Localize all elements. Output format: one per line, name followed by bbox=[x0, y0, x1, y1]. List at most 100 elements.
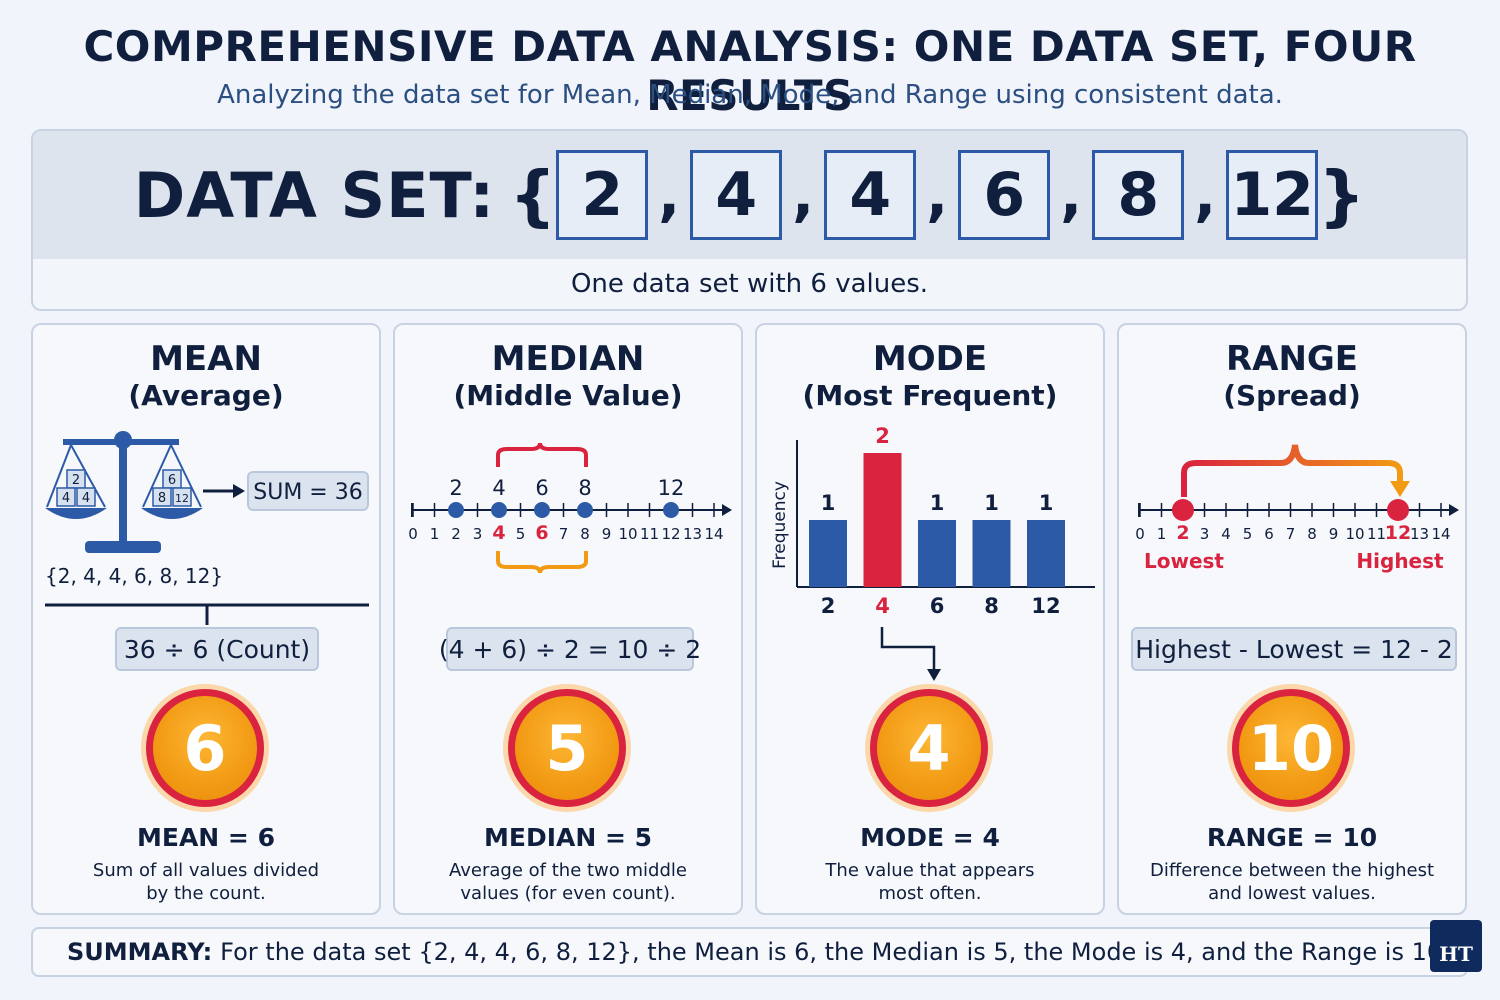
tick-label: 13 bbox=[1410, 525, 1429, 543]
tick-label: 5 bbox=[516, 525, 526, 543]
arrow-down-icon bbox=[927, 669, 941, 681]
brace-top-icon bbox=[496, 442, 588, 467]
scale-base bbox=[85, 541, 161, 553]
data-point bbox=[663, 502, 679, 518]
page-title: COMPREHENSIVE DATA ANALYSIS: ONE DATA SE… bbox=[83, 22, 1417, 120]
weight-label: 2 bbox=[72, 473, 80, 488]
data-point bbox=[448, 502, 464, 518]
point-label: 6 bbox=[535, 476, 548, 500]
arrow-right-icon bbox=[722, 504, 732, 516]
data-point bbox=[577, 502, 593, 518]
bar-value-label: 1 bbox=[930, 491, 945, 515]
scale-string bbox=[70, 444, 106, 508]
dataset-label: DATA SET: bbox=[133, 158, 496, 232]
mode-description: The value that appears most often. bbox=[757, 859, 1103, 905]
range-subtitle: (Spread) bbox=[1223, 379, 1361, 412]
mean-title: MEAN bbox=[150, 339, 262, 379]
median-description: Average of the two middle values (for ev… bbox=[395, 859, 741, 905]
mode-title: MODE bbox=[872, 339, 988, 379]
dataset-value: 2 bbox=[556, 150, 649, 240]
dataset-value: 4 bbox=[824, 150, 917, 240]
median-title: MEDIAN bbox=[491, 339, 645, 379]
point-label: 2 bbox=[449, 476, 462, 500]
dataset-panel: DATA SET: { 2 , 4 , 4 , 6 , 8 , 12 } One… bbox=[31, 129, 1468, 311]
tick-label: 9 bbox=[602, 525, 612, 543]
category-label: 4 bbox=[875, 594, 890, 618]
mean-formula: 36 ÷ 6 (Count) bbox=[115, 627, 319, 671]
weight-label: 4 bbox=[82, 491, 90, 506]
scale-string bbox=[46, 444, 72, 508]
weight-label: 4 bbox=[62, 491, 70, 506]
dataset-value: 12 bbox=[1226, 150, 1319, 240]
tick-label: 11 bbox=[640, 525, 659, 543]
comma: , bbox=[1060, 161, 1083, 229]
median-number-line: 0 1 2 3 4 5 6 7 8 9 10 11 12 13 142 4 6 8 12 bbox=[408, 442, 732, 574]
scale-pan-right bbox=[141, 508, 203, 519]
range-description: Difference between the highest and lowes… bbox=[1119, 859, 1465, 905]
comma: , bbox=[1194, 161, 1217, 229]
sum-box bbox=[247, 471, 369, 511]
scale-string bbox=[142, 444, 172, 508]
mean-result-label: MEAN = 6 bbox=[137, 823, 275, 852]
weight-icon bbox=[66, 469, 86, 489]
dataset-value: 6 bbox=[958, 150, 1051, 240]
summary-text: For the data set {2, 4, 4, 6, 8, 12}, th… bbox=[220, 938, 1450, 966]
category-label: 12 bbox=[1031, 594, 1060, 618]
arrow-down-icon bbox=[1390, 481, 1410, 497]
mode-subtitle: (Most Frequent) bbox=[802, 379, 1058, 412]
mean-result-circle: 6 bbox=[146, 689, 264, 807]
weight-label: 8 bbox=[158, 491, 166, 506]
weight-icon bbox=[152, 487, 172, 507]
tick-label: 11 bbox=[1367, 525, 1386, 543]
scale-pan-left bbox=[45, 508, 107, 519]
range-formula: Highest - Lowest = 12 - 2 bbox=[1131, 627, 1457, 671]
range-result-circle: 10 bbox=[1232, 689, 1350, 807]
tick-label: 1 bbox=[430, 525, 440, 543]
bar-value-label: 2 bbox=[875, 424, 890, 448]
tick-label: 7 bbox=[559, 525, 569, 543]
weight-icon bbox=[172, 487, 192, 507]
frequency-bar bbox=[918, 520, 956, 587]
tick-label: 7 bbox=[1286, 525, 1296, 543]
brace-bottom-icon bbox=[496, 551, 588, 574]
scale-pivot bbox=[114, 431, 132, 449]
comma: , bbox=[926, 161, 949, 229]
tick-label: 4 bbox=[492, 522, 505, 544]
desc-line: and lowest values. bbox=[1208, 883, 1376, 904]
scale-string bbox=[170, 444, 202, 508]
bar-value-label: 1 bbox=[821, 491, 836, 515]
dataset-caption: One data set with 6 values. bbox=[570, 269, 929, 299]
desc-line: most often. bbox=[878, 883, 982, 904]
bar-value-label: 1 bbox=[1039, 491, 1054, 515]
median-result-circle: 5 bbox=[508, 689, 626, 807]
category-label: 8 bbox=[984, 594, 999, 618]
range-bracket-icon bbox=[1181, 444, 1403, 497]
close-brace: } bbox=[1318, 156, 1366, 234]
page-subtitle: Analyzing the data set for Mean, Median,… bbox=[217, 80, 1283, 110]
tick-label: 1 bbox=[1157, 525, 1167, 543]
weight-label: 12 bbox=[175, 492, 189, 505]
weight-label: 6 bbox=[168, 473, 176, 488]
desc-line: Difference between the highest bbox=[1149, 860, 1435, 881]
frequency-bar bbox=[863, 453, 902, 587]
open-brace: { bbox=[509, 156, 557, 234]
summary-bar: SUMMARY: For the data set {2, 4, 4, 6, 8… bbox=[31, 927, 1468, 977]
mode-result-label: MODE = 4 bbox=[860, 823, 1000, 852]
category-label: 6 bbox=[930, 594, 945, 618]
tick-label: 14 bbox=[704, 525, 723, 543]
weight-icon bbox=[76, 487, 96, 507]
desc-line: Sum of all values divided bbox=[92, 860, 320, 881]
dataset-row: DATA SET: { 2 , 4 , 4 , 6 , 8 , 12 } bbox=[33, 147, 1466, 243]
range-endpoint bbox=[1387, 499, 1409, 521]
chart-ylabel: Frequency bbox=[770, 481, 790, 569]
lowest-label: Lowest bbox=[1144, 549, 1224, 573]
tick-label: 8 bbox=[1307, 525, 1317, 543]
range-panel: RANGE (Spread) 0 1 2 3 4 5 6 7 8 9 10 11 12 13 14 Lowe… bbox=[1117, 323, 1467, 915]
mean-subtitle: (Average) bbox=[128, 379, 284, 412]
tick-label: 9 bbox=[1329, 525, 1339, 543]
tick-label: 14 bbox=[1431, 525, 1450, 543]
tick-label: 6 bbox=[1264, 525, 1274, 543]
tick-label: 6 bbox=[535, 522, 548, 544]
